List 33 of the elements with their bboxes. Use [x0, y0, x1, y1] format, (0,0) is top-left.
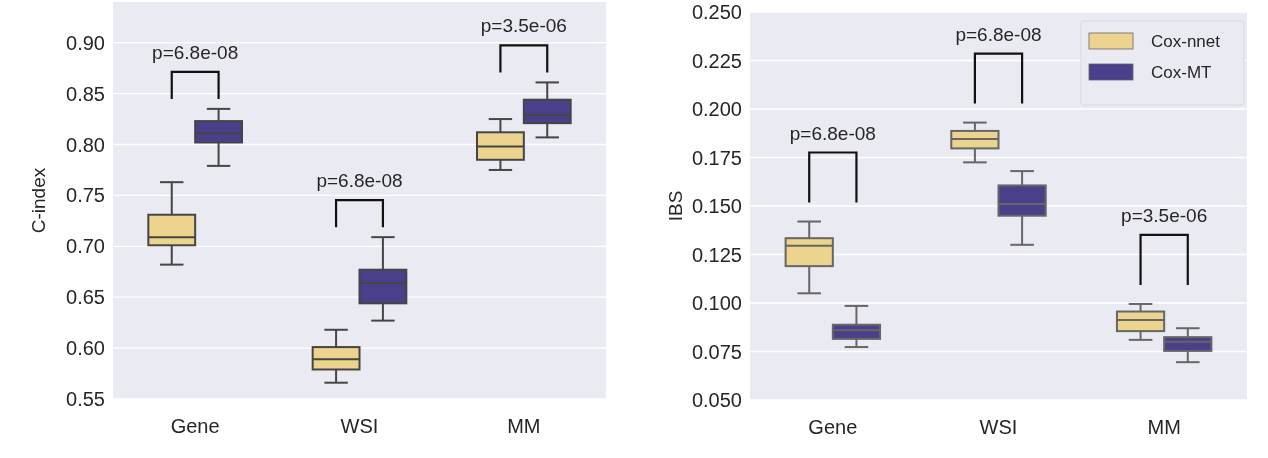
y-tick-label: 0.60: [66, 337, 105, 360]
x-tick-label: WSI: [979, 416, 1018, 438]
annotation: p=6.8e-08: [955, 23, 1042, 45]
legend-label: Cox-MT: [1151, 62, 1212, 82]
y-tick-label: 0.75: [66, 184, 105, 207]
annotation: p=6.8e-08: [316, 170, 403, 192]
annotation: p=6.8e-08: [152, 41, 239, 63]
annotation: p=6.8e-08: [789, 122, 876, 144]
y-axis-title: C-index: [28, 167, 49, 234]
y-tick-label: 0.250: [691, 1, 742, 23]
x-tick-label: MM: [507, 415, 541, 437]
y-tick-label: 0.175: [691, 146, 742, 169]
y-tick-label: 0.200: [691, 98, 742, 120]
x-tick-label: Gene: [808, 416, 858, 438]
y-tick-label: 0.85: [66, 82, 105, 105]
y-tick-label: 0.80: [66, 133, 105, 156]
legend-label: Cox-nnet: [1151, 31, 1221, 51]
y-tick-label: 0.70: [66, 235, 105, 258]
x-tick-label: WSI: [340, 415, 379, 437]
y-axis-title: IBS: [665, 190, 686, 222]
annotation: p=3.5e-06: [1121, 204, 1208, 226]
y-tick-label: 0.100: [691, 292, 742, 314]
x-tick-label: Gene: [170, 415, 220, 437]
y-tick-label: 0.050: [691, 389, 742, 411]
y-tick-label: 0.225: [691, 49, 742, 72]
y-tick-label: 0.90: [66, 31, 105, 54]
y-tick-label: 0.65: [66, 286, 105, 309]
y-tick-label: 0.075: [691, 340, 742, 363]
y-tick-label: 0.55: [66, 388, 105, 410]
x-tick-label: MM: [1147, 416, 1181, 438]
y-tick-label: 0.150: [691, 195, 742, 217]
y-tick-label: 0.125: [691, 243, 742, 266]
annotation: p=3.5e-06: [480, 15, 567, 37]
